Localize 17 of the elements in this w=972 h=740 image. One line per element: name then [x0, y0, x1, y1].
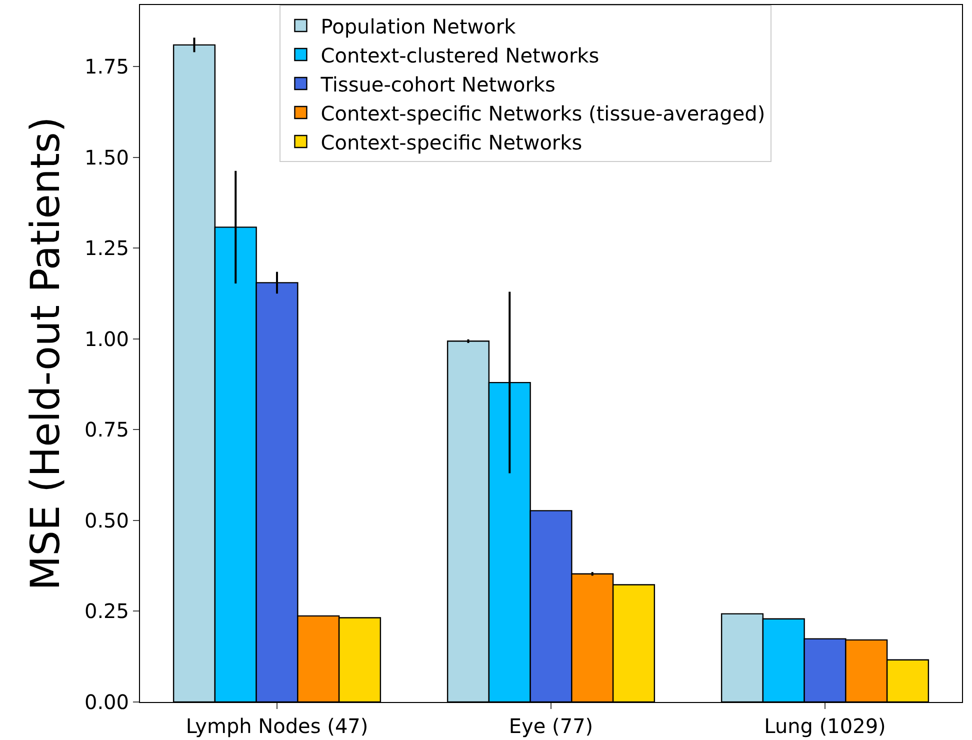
y-tick-label: 1.50	[84, 145, 129, 170]
y-tick-label: 1.75	[84, 54, 129, 79]
x-tick-label: Lymph Nodes (47)	[186, 714, 368, 738]
legend-label: Context-clustered Networks	[320, 43, 600, 68]
y-tick-label: 0.50	[84, 508, 129, 532]
y-tick-label: 1.25	[84, 236, 129, 260]
y-tick-label: 0.00	[84, 690, 129, 714]
x-tick-label: Eye (77)	[508, 714, 594, 738]
y-axis-title: MSE (Held-out Patients)	[22, 116, 69, 590]
y-tick-label: 1.00	[84, 326, 129, 351]
legend-label: Context-specific Networks	[320, 130, 582, 154]
legend-label: Tissue-cohort Networks	[320, 72, 556, 96]
y-tick-label: 0.25	[84, 599, 129, 624]
legend-label: Context-specific Networks (tissue-averaged)	[320, 101, 766, 126]
y-tick-label: 0.75	[84, 418, 129, 442]
x-tick-label: Lung (1029)	[764, 714, 886, 738]
legend-label: Population Network	[320, 14, 516, 38]
